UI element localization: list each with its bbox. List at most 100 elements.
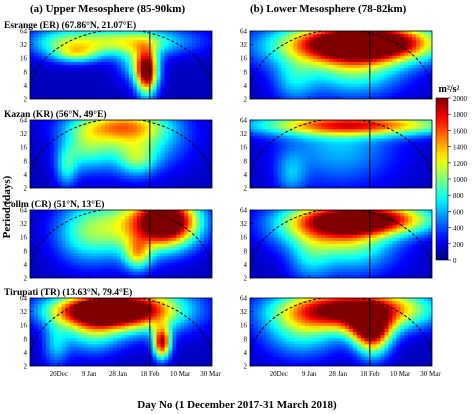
heatmap-cell: [113, 132, 118, 137]
heatmap-cell: [89, 316, 94, 321]
heatmap-cell: [113, 356, 118, 361]
heatmap-cell: [113, 244, 118, 248]
heatmap-cell: [156, 359, 162, 364]
heatmap-cell: [117, 181, 122, 186]
heatmap-cell: [61, 341, 67, 345]
heatmap-cell: [77, 61, 83, 66]
heatmap-cell: [180, 301, 185, 305]
heatmap-cell: [200, 225, 205, 230]
heatmap-cell: [376, 49, 382, 54]
heatmap-cell: [77, 46, 83, 51]
heatmap-cell: [117, 222, 122, 227]
heatmap-cell: [109, 216, 114, 220]
heatmap-cell: [156, 157, 162, 161]
heatmap-cell: [61, 157, 67, 161]
heatmap-cell: [73, 52, 79, 57]
heatmap-cell: [337, 55, 342, 60]
heatmap-cell: [168, 216, 174, 220]
heatmap-cell: [57, 359, 63, 364]
heatmap-cell: [45, 37, 51, 41]
heatmap-cell: [65, 58, 71, 63]
heatmap-cell: [45, 31, 51, 35]
heatmap-cell: [77, 181, 83, 186]
heatmap-cell: [265, 71, 271, 75]
heatmap-cell: [372, 31, 378, 35]
heatmap-cell: [325, 71, 330, 75]
heatmap-cell: [253, 86, 259, 91]
heatmap-cell: [49, 175, 55, 180]
heatmap-cell: [156, 95, 162, 99]
heatmap-cell: [364, 43, 370, 48]
heatmap-cell: [117, 71, 122, 75]
heatmap-cell: [49, 274, 55, 278]
heatmap-cell: [164, 123, 170, 127]
heatmap-cell: [109, 265, 114, 270]
heatmap-cell: [140, 362, 146, 366]
heatmap-cell: [140, 222, 146, 227]
heatmap-cell: [172, 92, 177, 97]
heatmap-cell: [33, 353, 39, 358]
heatmap-cell: [204, 262, 209, 267]
heatmap-cell: [85, 301, 90, 305]
heatmap-cell: [89, 222, 94, 227]
heatmap-cell: [285, 55, 291, 60]
heatmap-cell: [65, 250, 71, 254]
heatmap-cell: [53, 322, 59, 327]
heatmap-cell: [164, 328, 170, 333]
heatmap-cell: [136, 265, 142, 270]
heatmap-cell: [368, 58, 374, 63]
heatmap-cell: [200, 52, 205, 57]
heatmap-cell: [140, 216, 146, 220]
heatmap-cell: [356, 77, 362, 82]
heatmap-cell: [188, 71, 193, 75]
heatmap-cell: [65, 37, 71, 41]
heatmap-cell: [73, 132, 79, 137]
heatmap-cell: [124, 347, 130, 352]
heatmap-cell: [109, 181, 114, 186]
heatmap-cell: [152, 123, 158, 127]
heatmap-cell: [250, 34, 255, 38]
heatmap-cell: [152, 307, 158, 311]
heatmap-cell: [180, 126, 185, 130]
heatmap-cell: [124, 120, 130, 124]
y-axis-label: Period (days): [1, 175, 13, 238]
heatmap-cell: [204, 313, 209, 318]
heatmap-cell: [124, 274, 130, 278]
heatmap-cell: [53, 225, 59, 230]
heatmap-cell: [49, 262, 55, 267]
heatmap-cell: [49, 141, 55, 146]
heatmap-cell: [113, 262, 118, 267]
heatmap-cell: [172, 228, 177, 233]
heatmap-cell: [204, 68, 209, 72]
heatmap-cell: [105, 58, 110, 63]
heatmap-cell: [152, 160, 158, 164]
y-tick-label: 2: [24, 363, 28, 371]
heatmap-cell: [121, 138, 126, 143]
heatmap-cell: [93, 95, 98, 99]
heatmap-cell: [57, 135, 63, 140]
heatmap-cell: [65, 40, 71, 44]
y-tick-label: 4: [24, 261, 28, 269]
heatmap-cell: [113, 316, 118, 321]
heatmap-cell: [132, 135, 138, 140]
heatmap-cell: [160, 123, 166, 127]
heatmap-cell: [49, 95, 55, 99]
heatmap-cell: [128, 43, 134, 48]
heatmap-cell: [364, 40, 370, 44]
heatmap-cell: [364, 55, 370, 60]
heatmap-cell: [297, 49, 303, 54]
heatmap-cell: [81, 40, 86, 44]
heatmap-cell: [136, 154, 142, 158]
heatmap-cell: [144, 328, 150, 333]
heatmap-cell: [124, 123, 130, 127]
heatmap-cell: [144, 225, 150, 230]
heatmap-cell: [285, 80, 291, 85]
heatmap-cell: [140, 141, 146, 146]
heatmap-cell: [164, 154, 170, 158]
heatmap-cell: [168, 316, 174, 321]
heatmap-cell: [184, 129, 189, 133]
heatmap-cell: [69, 341, 75, 345]
heatmap-cell: [152, 310, 158, 315]
heatmap-cell: [45, 46, 51, 51]
